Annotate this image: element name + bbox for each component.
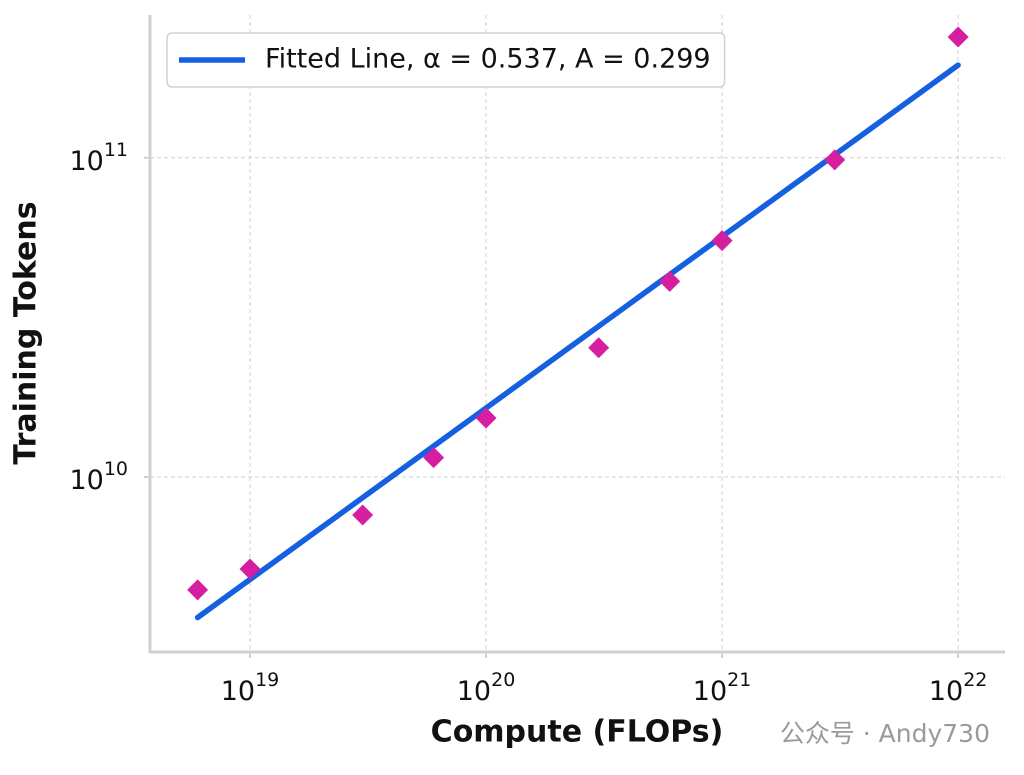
data-point — [423, 447, 445, 469]
data-point — [352, 504, 374, 526]
tick-label: 1019 — [221, 669, 280, 707]
legend-label: Fitted Line, α = 0.537, A = 0.299 — [265, 44, 711, 75]
tick-exponent: 21 — [727, 669, 751, 691]
tick-label: 1020 — [457, 669, 516, 707]
data-point — [588, 337, 610, 359]
tick-base: 10 — [693, 676, 727, 707]
tick-exponent: 19 — [255, 669, 279, 691]
watermark: 公众号 · Andy730 — [780, 719, 990, 748]
data-point — [711, 230, 733, 252]
tick-base: 10 — [69, 145, 103, 176]
data-point — [824, 149, 846, 171]
tick-label: 1022 — [929, 669, 988, 707]
tick-exponent: 20 — [491, 669, 515, 691]
legend — [166, 32, 726, 88]
tick-base: 10 — [69, 464, 103, 495]
tick-label: 1011 — [69, 138, 128, 176]
data-point — [475, 407, 497, 429]
tick-label: 1021 — [693, 669, 752, 707]
y-axis-title: Training Tokens — [9, 201, 44, 464]
tick-label: 1010 — [69, 457, 128, 495]
tick-base: 10 — [221, 676, 255, 707]
tick-base: 10 — [457, 676, 491, 707]
data-point — [659, 270, 681, 292]
data-point — [187, 579, 209, 601]
data-point — [947, 26, 969, 48]
tick-base: 10 — [929, 676, 963, 707]
tick-exponent: 22 — [963, 669, 987, 691]
fitted-line — [194, 62, 961, 621]
tick-exponent: 11 — [104, 138, 128, 160]
tick-exponent: 10 — [104, 457, 128, 479]
x-axis-title: Compute (FLOPs) — [431, 715, 724, 750]
data-point — [239, 558, 261, 580]
